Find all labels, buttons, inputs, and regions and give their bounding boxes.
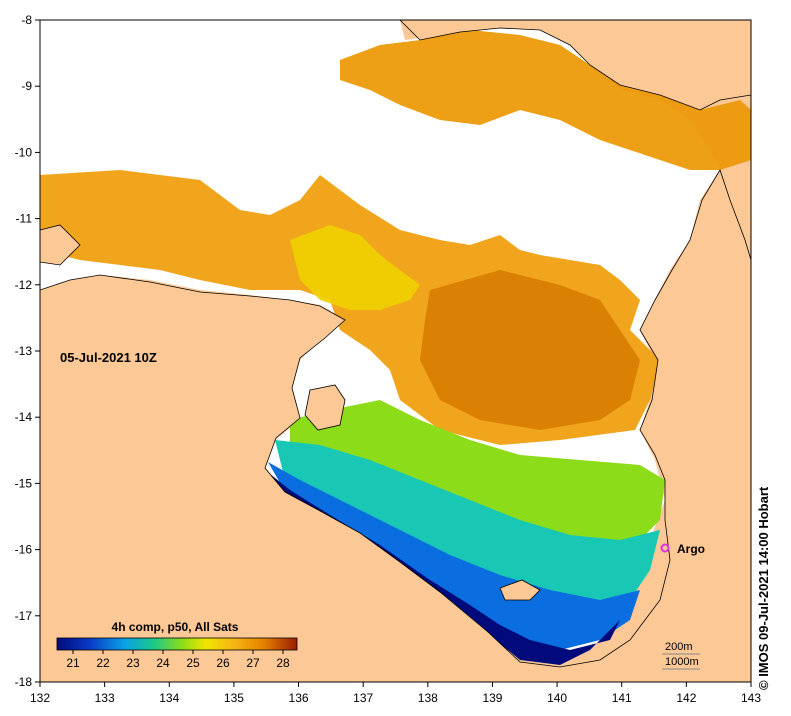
argo-label: Argo: [677, 542, 705, 556]
x-tick-label: 138: [418, 691, 438, 705]
x-tick-label: 133: [95, 691, 115, 705]
argo-marker: Argo: [660, 542, 705, 556]
y-tick-label: -15: [15, 476, 33, 490]
x-tick-label: 140: [547, 691, 567, 705]
y-tick-label: -18: [15, 675, 33, 689]
legend-ticks: 21 22 23 24 25 26 27 28: [66, 650, 290, 670]
mornington-island: [499, 579, 541, 601]
credit-text: © IMOS 09-Jul-2021 14:00 Hobart: [756, 486, 771, 690]
legend-tick-label: 26: [216, 656, 230, 670]
plot-area: [40, 20, 751, 682]
y-tick-label: -11: [16, 212, 33, 226]
x-tick-label: 139: [482, 691, 502, 705]
y-tick-label: -10: [15, 145, 33, 159]
y-tick-label: -8: [21, 13, 32, 27]
legend-tick-label: 25: [186, 656, 200, 670]
x-tick-label: 134: [159, 691, 179, 705]
date-label: 05-Jul-2021 10Z: [60, 350, 157, 365]
legend-tick-label: 22: [96, 656, 110, 670]
cape-york-north: [399, 20, 751, 111]
legend-title: 4h comp, p50, All Sats: [112, 620, 239, 634]
sst-color-legend: 4h comp, p50, All Sats 21 22 23 24 25 26 27 28: [56, 620, 298, 670]
sst-orange-north: [340, 30, 751, 170]
x-tick-label: 137: [353, 691, 373, 705]
legend-colorbar: [56, 637, 298, 651]
groote-island: [304, 384, 346, 431]
contour-legend: 200m 1000m: [662, 641, 700, 670]
sst-dark-orange-core: [420, 270, 640, 430]
x-tick-label: 141: [612, 691, 632, 705]
sst-cyan-band: [275, 440, 660, 610]
y-tick-label: -16: [15, 543, 33, 557]
y-tick-label: -12: [15, 278, 33, 292]
melville-island: [40, 224, 81, 266]
x-tick-label: 132: [30, 691, 50, 705]
arnhem-land: [40, 169, 751, 682]
x-tick-label: 143: [741, 691, 761, 705]
x-tick-label: 142: [676, 691, 696, 705]
contour-label-200m: 200m: [665, 641, 693, 653]
legend-tick-label: 21: [66, 656, 80, 670]
y-tick-label: -14: [15, 410, 33, 424]
sst-blue-band: [268, 462, 640, 650]
sst-green-band: [290, 400, 665, 545]
legend-tick-label: 24: [156, 656, 170, 670]
x-tick-label: 136: [289, 691, 309, 705]
legend-tick-label: 27: [246, 656, 260, 670]
x-tick-label: 135: [224, 691, 244, 705]
y-tick-label: -13: [15, 344, 33, 358]
argo-marker-icon: [660, 543, 670, 553]
contour-label-1000m: 1000m: [665, 656, 699, 668]
sst-yellow-band: [290, 225, 420, 310]
y-tick-label: -17: [15, 609, 33, 623]
legend-tick-label: 28: [276, 656, 290, 670]
y-axis: -8 -9 -10 -11 -12 -13 -14 -15 -16 -17 -18: [15, 13, 40, 689]
y-tick-label: -9: [21, 79, 32, 93]
x-axis: 132 133 134 135 136 137 138 139 140 141 142 143: [30, 682, 761, 705]
legend-tick-label: 23: [126, 656, 140, 670]
